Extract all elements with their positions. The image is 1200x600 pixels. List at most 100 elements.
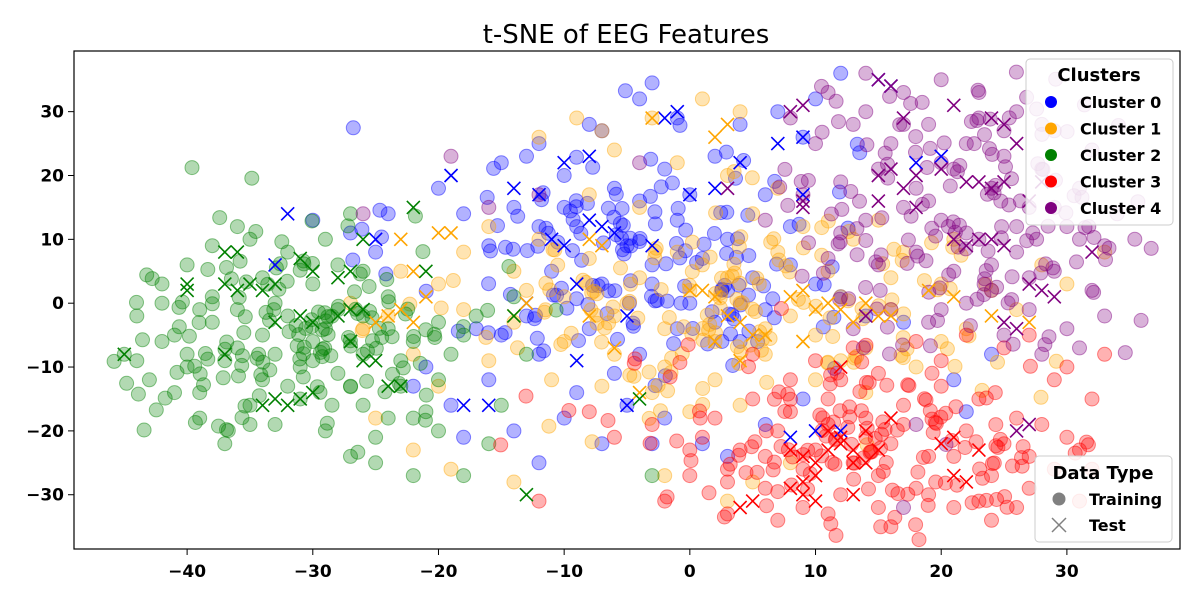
training-point-cluster-4 — [978, 263, 994, 279]
test-point-cluster-2 — [268, 276, 283, 292]
training-point-cluster-3 — [773, 301, 789, 316]
training-point-cluster-0 — [673, 295, 689, 311]
training-point-cluster-3 — [606, 429, 622, 445]
training-point-cluster-3 — [815, 410, 831, 426]
training-point-cluster-0 — [450, 323, 466, 339]
training-point-cluster-1 — [1033, 389, 1049, 405]
test-point-cluster-0 — [569, 353, 584, 368]
training-point-cluster-3 — [840, 419, 856, 435]
training-point-cluster-0 — [569, 385, 585, 401]
training-point-cluster-1 — [978, 276, 994, 292]
training-point-cluster-3 — [971, 493, 987, 509]
training-point-cluster-0 — [729, 249, 744, 265]
training-point-cluster-3 — [985, 456, 1000, 472]
training-point-cluster-2 — [305, 334, 321, 349]
training-point-cluster-0 — [632, 234, 647, 249]
training-point-cluster-0 — [852, 145, 868, 161]
training-point-cluster-0 — [644, 276, 660, 292]
training-point-cluster-1 — [933, 334, 949, 349]
training-point-cluster-3 — [783, 391, 798, 407]
training-point-cluster-0 — [573, 225, 589, 241]
training-point-cluster-1 — [660, 383, 676, 399]
training-point-cluster-0 — [540, 225, 556, 241]
training-point-cluster-1 — [701, 322, 717, 338]
training-point-cluster-0 — [644, 288, 659, 304]
x-tick-label: 10 — [804, 562, 828, 582]
training-point-cluster-1 — [601, 315, 617, 331]
training-point-cluster-2 — [136, 422, 152, 438]
training-point-cluster-0 — [757, 417, 773, 432]
training-point-cluster-3 — [922, 403, 938, 419]
training-point-cluster-2 — [360, 343, 375, 359]
test-point-cluster-1 — [758, 328, 773, 343]
test-point-cluster-1 — [720, 117, 735, 132]
training-point-cluster-2 — [493, 397, 509, 413]
training-point-cluster-4 — [772, 179, 788, 195]
training-point-cluster-0 — [666, 336, 682, 352]
training-point-cluster-1 — [939, 341, 955, 357]
training-point-cluster-3 — [823, 367, 839, 383]
training-point-cluster-0 — [580, 297, 596, 312]
training-point-cluster-4 — [833, 174, 849, 190]
training-point-cluster-0 — [614, 201, 630, 216]
training-point-cluster-4 — [828, 93, 844, 109]
test-point-cluster-4 — [883, 79, 898, 94]
training-point-cluster-3 — [987, 385, 1003, 401]
training-point-cluster-4 — [1101, 240, 1117, 256]
test-point-cluster-0 — [934, 149, 949, 164]
test-point-cluster-3 — [795, 487, 811, 502]
training-point-cluster-3 — [766, 391, 782, 407]
training-point-cluster-1 — [707, 372, 723, 388]
training-point-cluster-1 — [1059, 276, 1075, 292]
training-point-cluster-1 — [531, 231, 547, 247]
training-point-cluster-2 — [234, 348, 250, 364]
training-point-cluster-3 — [738, 465, 754, 481]
training-point-cluster-3 — [859, 420, 875, 436]
training-point-cluster-1 — [708, 325, 723, 341]
training-point-cluster-4 — [1004, 171, 1019, 187]
training-point-cluster-2 — [251, 388, 267, 404]
training-point-cluster-2 — [184, 160, 200, 176]
training-point-cluster-4 — [908, 180, 924, 196]
training-point-cluster-1 — [481, 353, 497, 369]
training-point-cluster-0 — [526, 311, 542, 327]
test-point-cluster-1 — [720, 308, 735, 324]
test-point-cluster-2 — [506, 308, 521, 324]
training-point-cluster-3 — [1097, 346, 1113, 362]
training-point-cluster-1 — [1097, 244, 1113, 260]
test-point-cluster-1 — [745, 328, 760, 343]
test-point-cluster-2 — [268, 391, 283, 407]
y-tick-label: −10 — [26, 358, 64, 378]
training-point-cluster-1 — [883, 270, 899, 286]
training-point-cluster-3 — [964, 495, 980, 511]
training-point-cluster-0 — [625, 315, 641, 331]
training-point-cluster-4 — [1086, 230, 1102, 245]
test-point-cluster-2 — [330, 308, 345, 324]
training-point-cluster-2 — [455, 319, 471, 335]
training-point-cluster-0 — [493, 327, 509, 343]
training-point-cluster-1 — [669, 244, 685, 260]
training-point-cluster-3 — [765, 462, 781, 478]
training-point-cluster-1 — [990, 354, 1005, 370]
training-point-cluster-0 — [677, 243, 693, 259]
training-point-cluster-3 — [600, 413, 616, 428]
training-point-cluster-1 — [814, 220, 830, 236]
training-point-cluster-4 — [793, 174, 809, 189]
training-point-cluster-1 — [402, 296, 418, 312]
training-point-cluster-2 — [380, 289, 396, 305]
training-point-cluster-0 — [849, 136, 865, 152]
training-point-cluster-1 — [720, 168, 735, 183]
test-point-cluster-0 — [733, 155, 748, 170]
test-point-cluster-4 — [1047, 289, 1062, 304]
training-point-cluster-0 — [766, 310, 782, 326]
training-point-cluster-0 — [481, 238, 497, 254]
training-point-cluster-1 — [782, 264, 798, 280]
test-point-cluster-3 — [795, 449, 811, 464]
training-point-cluster-0 — [614, 230, 630, 246]
training-point-cluster-0 — [647, 378, 663, 394]
training-point-cluster-1 — [762, 331, 778, 346]
training-point-cluster-1 — [641, 410, 657, 426]
training-point-cluster-3 — [820, 391, 836, 407]
training-point-cluster-3 — [852, 384, 868, 400]
